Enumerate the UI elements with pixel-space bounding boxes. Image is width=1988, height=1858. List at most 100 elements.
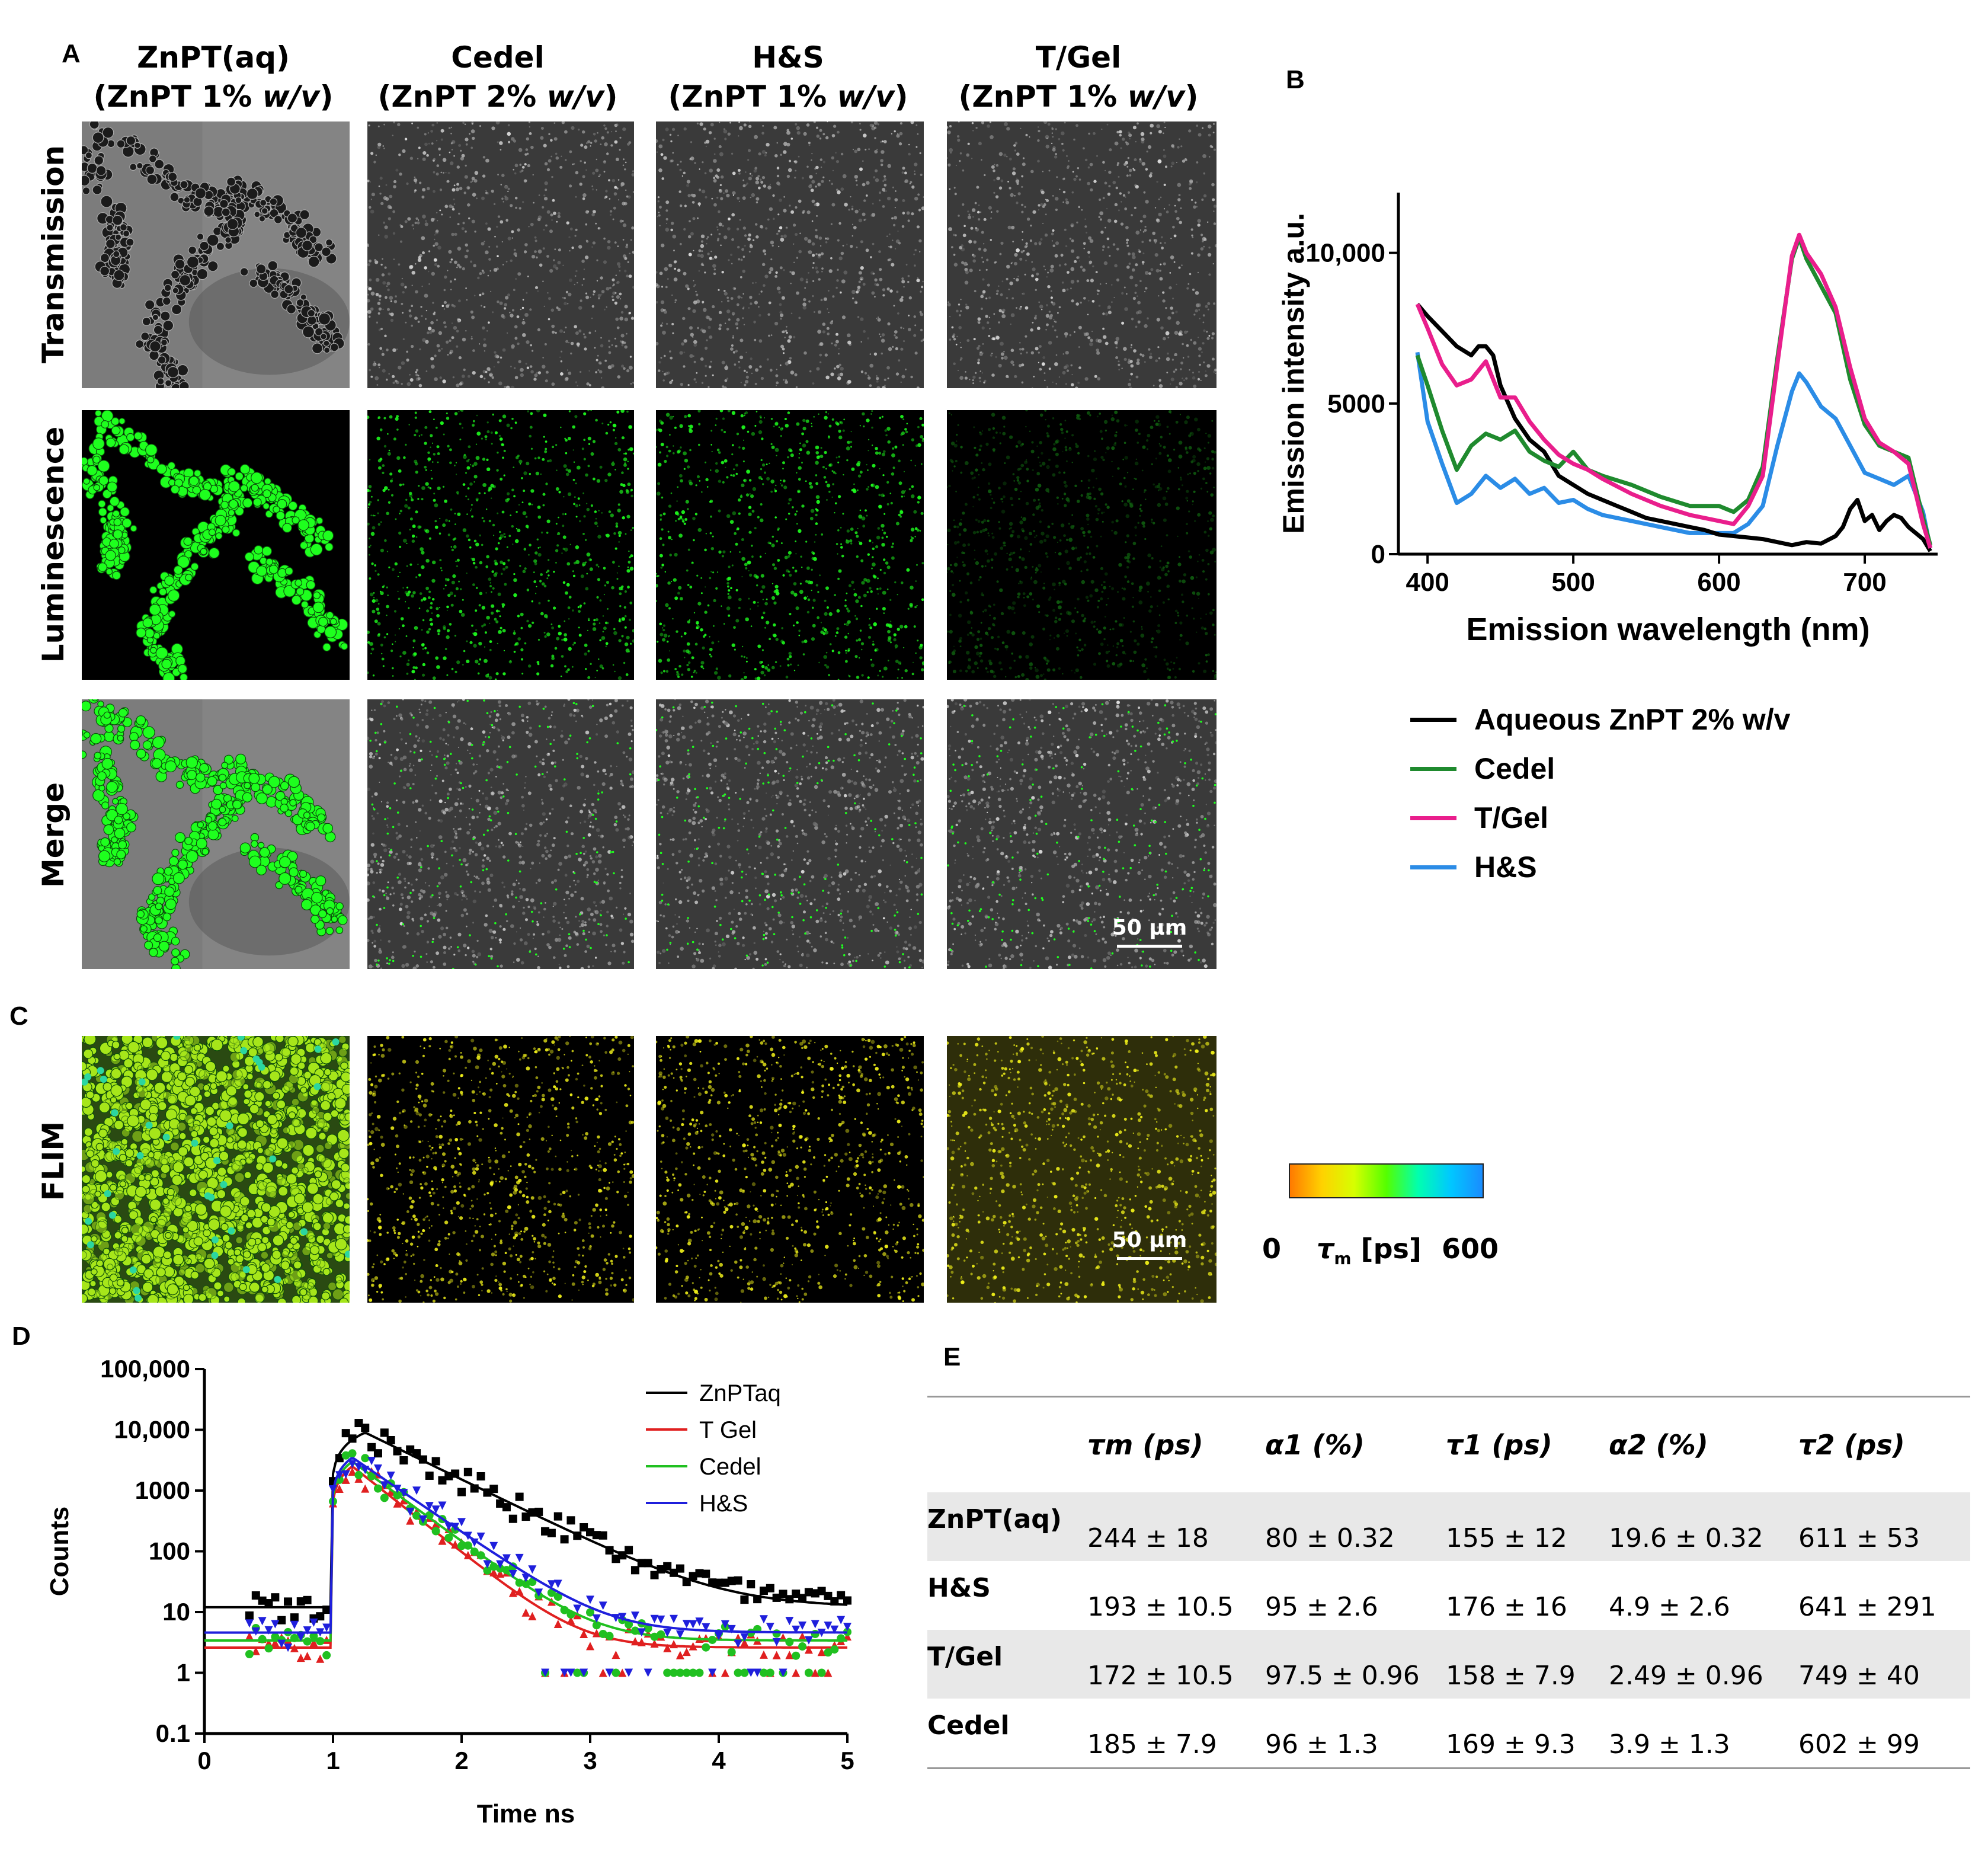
chart-d-point — [521, 1512, 530, 1521]
chart-d-point — [284, 1597, 293, 1606]
chart-d-x-tick-label: 0 — [197, 1747, 211, 1774]
chart-d-point — [682, 1668, 691, 1677]
chart-d-point — [412, 1486, 421, 1495]
chart-d-point — [605, 1668, 614, 1677]
chart-d-legend-item: T Gel — [646, 1417, 757, 1443]
chart-d-point — [425, 1471, 434, 1480]
chart-d-point — [657, 1615, 665, 1624]
chart-d-point — [386, 1471, 395, 1480]
chart-d-point — [830, 1645, 839, 1654]
chart-d-point — [367, 1443, 376, 1451]
chart-d-point — [766, 1623, 774, 1632]
chart-d-point — [521, 1608, 530, 1617]
chart-d-point — [785, 1651, 794, 1659]
chart-b-y-tick-label: 0 — [1371, 540, 1385, 569]
chart-d-point — [406, 1445, 415, 1454]
chart-d-point — [528, 1565, 537, 1574]
chart-d-point — [695, 1617, 704, 1626]
chart-d-point — [592, 1614, 601, 1623]
chart-d-point — [354, 1470, 363, 1479]
panel-label-e: E — [943, 1342, 961, 1371]
chart-d-point — [637, 1628, 646, 1637]
chart-b-y-axis-label: Emission intensity a.u. — [1277, 213, 1310, 534]
chart-d-point — [676, 1564, 684, 1573]
table-cell: 169 ± 9.3 — [1446, 1729, 1576, 1760]
table-cell: 244 ± 18 — [1087, 1523, 1209, 1553]
chart-d-point — [483, 1560, 492, 1569]
table-cell: 172 ± 10.5 — [1087, 1661, 1234, 1691]
chart-d-point — [843, 1596, 851, 1605]
chart-d-y-tick-label: 1000 — [135, 1476, 190, 1504]
table-header-alpha2: α2 (%) — [1609, 1429, 1708, 1461]
chart-d-point — [843, 1623, 851, 1632]
chart-d-point — [779, 1590, 787, 1598]
chart-d-y-tick-label: 0.1 — [156, 1719, 190, 1747]
chart-d-point — [598, 1531, 607, 1540]
chart-d-point — [322, 1651, 331, 1659]
chart-d-point — [843, 1632, 851, 1641]
chart-d-point — [573, 1668, 582, 1677]
chart-d-point — [560, 1668, 569, 1677]
chart-d-point — [618, 1613, 627, 1622]
chart-d-point — [759, 1668, 768, 1677]
chart-d-point — [251, 1646, 260, 1655]
micrograph-merge-hs — [656, 699, 924, 969]
chart-d-point — [804, 1645, 813, 1654]
chart-d-point — [284, 1643, 293, 1652]
chart-d-point — [804, 1636, 813, 1645]
chart-d-point — [541, 1668, 550, 1677]
chart-d-point — [373, 1449, 382, 1458]
micrograph-merge-znpt-aq — [82, 699, 350, 969]
row-label-flim: FLIM — [36, 1121, 71, 1201]
table-cell: 95 ± 2.6 — [1265, 1592, 1378, 1622]
table-row-header: Cedel — [927, 1710, 1010, 1741]
chart-d-point — [721, 1620, 729, 1629]
chart-d-point — [528, 1578, 537, 1587]
scale-bar-panel-a: 50 µm — [1102, 916, 1197, 948]
table-header-tau1: τ1 (ps) — [1446, 1429, 1552, 1461]
micrograph-luminescence-znpt-aq — [82, 410, 350, 680]
panel-label-c: C — [9, 1002, 28, 1031]
chart-d-point — [438, 1501, 447, 1510]
chart-d-series-znptaq — [204, 1419, 851, 1624]
table-cell: 3.9 ± 1.3 — [1609, 1729, 1730, 1760]
chart-d-legend-label: ZnPTaq — [699, 1380, 781, 1406]
chart-d-point — [406, 1516, 415, 1525]
chart-d-point — [727, 1576, 736, 1585]
micrograph-transmission-tgel — [947, 121, 1217, 388]
chart-d-point — [348, 1449, 357, 1458]
chart-d-point — [566, 1516, 575, 1525]
chart-d-point — [644, 1624, 652, 1633]
column-header-hs: H&S (ZnPT 1% w/v) — [668, 40, 908, 114]
chart-d-point — [245, 1611, 254, 1620]
chart-d-point — [508, 1569, 517, 1578]
chart-d-point — [792, 1668, 801, 1677]
chart-d-point — [245, 1632, 254, 1640]
chart-d-point — [361, 1484, 370, 1493]
chart-d-point — [586, 1528, 594, 1537]
chart-d-point — [612, 1651, 620, 1659]
chart-d-point — [431, 1527, 440, 1536]
chart-d-point — [817, 1668, 826, 1677]
chart-d-point — [264, 1644, 273, 1653]
row-label-luminescence: Luminescence — [36, 426, 71, 663]
table-cell: 641 ± 291 — [1798, 1592, 1936, 1622]
chart-d-point — [605, 1632, 614, 1640]
chart-d-point — [824, 1591, 833, 1600]
chart-d-point — [386, 1435, 395, 1444]
chart-d-point — [625, 1620, 633, 1629]
chart-d-point — [476, 1532, 485, 1541]
chart-d-point — [630, 1566, 639, 1575]
table-cell: 158 ± 7.9 — [1446, 1661, 1576, 1691]
table-header-row: τm (ps) α1 (%) τ1 (ps) α2 (%) τ2 (ps) — [927, 1398, 1970, 1492]
chart-d-point — [759, 1650, 768, 1659]
chart-d-y-axis-label: Counts — [45, 1507, 74, 1597]
chart-d-point — [586, 1608, 594, 1617]
chart-d-series-h-s — [204, 1457, 851, 1677]
table-row-header: T/Gel — [927, 1642, 1003, 1672]
chart-d-point — [598, 1668, 607, 1677]
chart-d-point — [573, 1604, 582, 1613]
chart-d-point — [592, 1531, 601, 1540]
table-cell: 749 ± 40 — [1798, 1661, 1920, 1691]
micrograph-merge-cedel — [367, 699, 634, 969]
